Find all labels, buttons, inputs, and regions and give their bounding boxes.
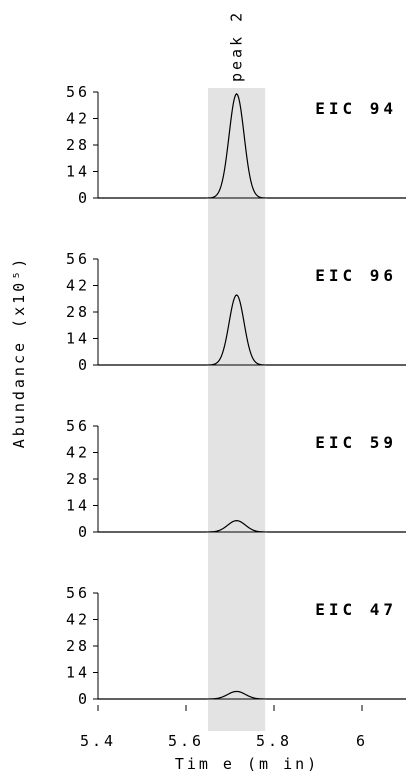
shaded-region-layer xyxy=(208,88,266,731)
panel-4: 0 14 28 42 56 EIC 47 xyxy=(66,584,406,708)
series-line xyxy=(98,520,406,533)
x-tick-label: 5.4 xyxy=(80,732,116,750)
y-tick-label: 14 xyxy=(66,330,90,348)
y-tick-label: 28 xyxy=(66,136,90,154)
x-axis: 5.4 5.6 5.8 6 xyxy=(80,705,368,750)
shaded-region-label: peak 2 xyxy=(228,10,246,82)
panel-label: EIC 96 xyxy=(315,266,397,285)
y-tick-label: 28 xyxy=(66,470,90,488)
y-tick-label: 56 xyxy=(66,584,90,602)
series-line xyxy=(98,294,406,366)
y-tick-label: 28 xyxy=(66,303,90,321)
x-tick-label: 6 xyxy=(356,732,368,750)
y-tick-label: 42 xyxy=(66,611,90,629)
x-tick-label: 5.8 xyxy=(256,732,292,750)
panel-label: EIC 59 xyxy=(315,433,397,452)
y-axis-title: Abundance (x10⁵) xyxy=(10,256,28,449)
y-tick-label: 28 xyxy=(66,637,90,655)
panel-label: EIC 94 xyxy=(315,99,397,118)
y-tick-label: 0 xyxy=(78,523,90,541)
y-tick-label: 14 xyxy=(66,664,90,682)
panel-3: 0 14 28 42 56 EIC 59 xyxy=(66,417,406,541)
x-tick-label: 5.6 xyxy=(168,732,204,750)
y-tick-label: 14 xyxy=(66,497,90,515)
y-tick-label: 42 xyxy=(66,110,90,128)
shaded-region xyxy=(208,88,266,731)
panel-1: 0 14 28 42 56 EIC 94 xyxy=(66,83,406,207)
y-tick-label: 42 xyxy=(66,444,90,462)
y-tick-label: 56 xyxy=(66,250,90,268)
series-line xyxy=(98,93,406,199)
x-axis-title: Tim e (m in) xyxy=(175,755,319,773)
y-tick-label: 0 xyxy=(78,356,90,374)
y-tick-label: 56 xyxy=(66,417,90,435)
panel-2: 0 14 28 42 56 EIC 96 xyxy=(66,250,406,374)
y-tick-label: 14 xyxy=(66,163,90,181)
y-tick-label: 42 xyxy=(66,277,90,295)
y-tick-label: 56 xyxy=(66,83,90,101)
panels-layer: 0 14 28 42 56 EIC 94 0 14 28 42 56 EIC 96 0 14 28 42 56 E… xyxy=(66,83,406,708)
panel-label: EIC 47 xyxy=(315,600,397,619)
series-line xyxy=(98,690,406,700)
y-tick-label: 0 xyxy=(78,690,90,708)
y-tick-label: 0 xyxy=(78,189,90,207)
